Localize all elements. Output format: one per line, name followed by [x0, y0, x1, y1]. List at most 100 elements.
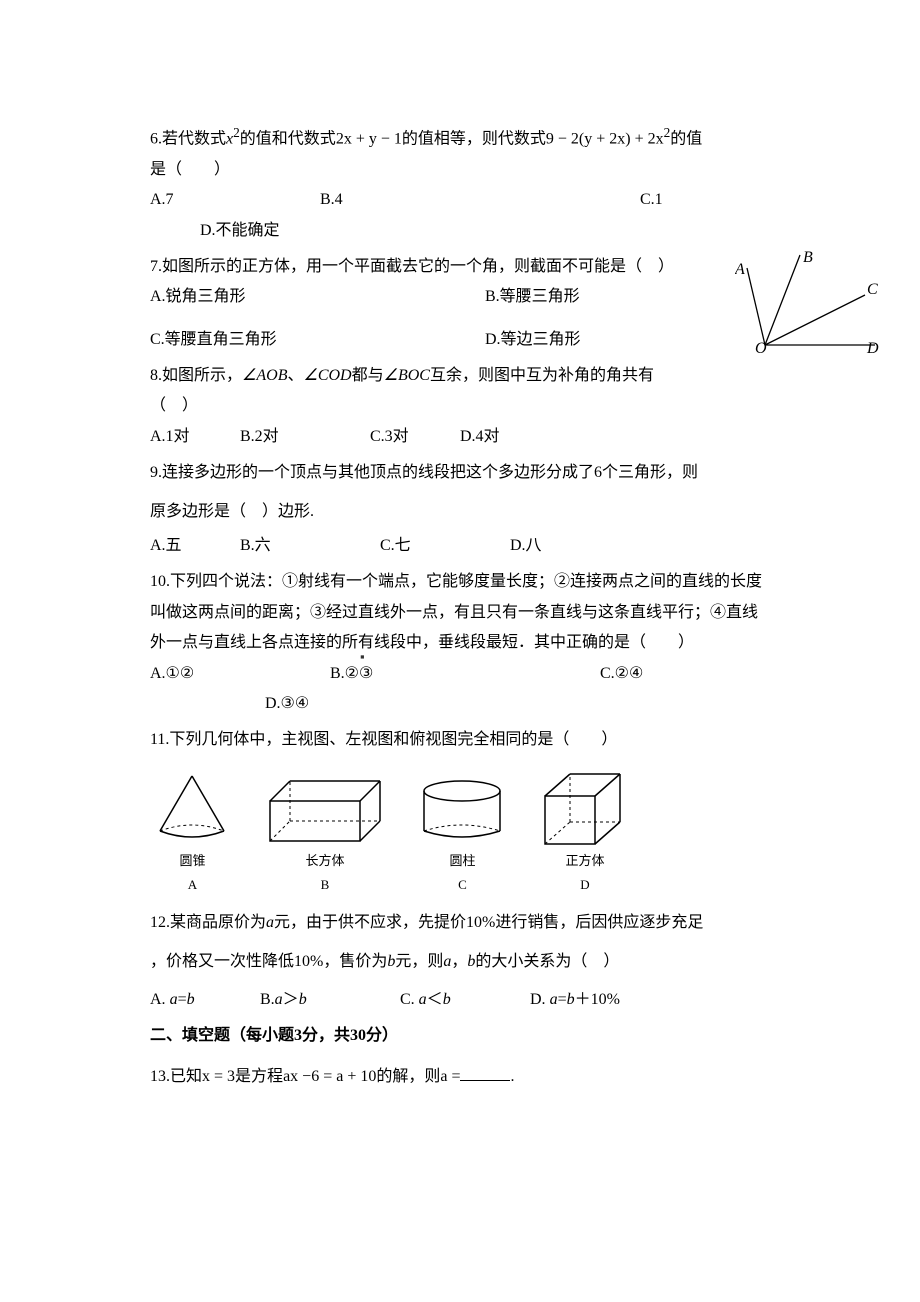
q12-text-b: 元，由于供不应求，先提价10%进行销售，后因供应逐步充足: [274, 914, 703, 931]
q6-opt-b: B.4: [320, 185, 640, 215]
q8-text-d: 互余，则图中互为补角的角共有: [430, 367, 654, 384]
q6-opt-c: C.1: [640, 185, 663, 215]
q12-line2: ，价格又一次性降低10%，售价为b元，则a，b的大小关系为（ ）: [150, 947, 770, 977]
cylinder-name: 圆柱: [415, 849, 510, 874]
section-2-title: 二、填空题（每小题3分，共30分）: [150, 1021, 770, 1051]
q13-text-c: 的解，则: [376, 1068, 440, 1085]
q10-stem: 10.下列四个说法：①射线有一个端点，它能够度量长度；②连接两点之间的直线的长度…: [150, 567, 770, 658]
angle-label-O: O: [755, 340, 767, 355]
shape-cube: 正方体 D: [540, 771, 630, 898]
q8-text-b: 、: [287, 367, 303, 384]
q10-options: A.①② B.②③ C.②④: [150, 659, 770, 689]
q7-options-row1: A.锐角三角形 B.等腰三角形: [150, 282, 770, 312]
q7-stem: 7.如图所示的正方体，用一个平面截去它的一个角，则截面不可能是（ ）: [150, 252, 770, 282]
q8-stem: 8.如图所示，∠AOB、∠COD都与∠BOC互余，则图中互为补角的角共有: [150, 361, 770, 391]
cone-label: A: [150, 873, 235, 898]
q12-options: A. a=b B.a＞b C. a＜b D. a=b＋10%: [150, 985, 770, 1015]
q6-options: A.7 B.4 C.1: [150, 185, 770, 215]
q7-options-row2: C.等腰直角三角形 D.等边三角形: [150, 325, 770, 355]
center-marker: ▪: [360, 645, 365, 670]
q12-text-a: 12.某商品原价为: [150, 914, 266, 931]
q6-text-d: 的值: [670, 130, 702, 147]
q6-text-a: 6.若代数式: [150, 130, 226, 147]
question-13: 13.已知x = 3是方程ax −6 = a + 10的解，则a =.: [150, 1062, 770, 1092]
q8-opt-d: D.4对: [460, 422, 550, 452]
q8-text-e: （ ）: [150, 391, 770, 421]
cuboid-label: B: [265, 873, 385, 898]
cylinder-label: C: [415, 873, 510, 898]
q12-line1: 12.某商品原价为a元，由于供不应求，先提价10%进行销售，后因供应逐步充足: [150, 908, 770, 938]
q7-opt-a: A.锐角三角形: [150, 282, 485, 312]
q8-opt-a: A.1对: [150, 422, 240, 452]
angle-label-C: C: [867, 281, 878, 298]
q13-expr2: ax −6 = a + 10: [283, 1068, 376, 1085]
q8-opt-b: B.2对: [240, 422, 370, 452]
q7-opt-b: B.等腰三角形: [485, 282, 580, 312]
q6-text-e: 是（ ）: [150, 155, 770, 185]
question-7: 7.如图所示的正方体，用一个平面截去它的一个角，则截面不可能是（ ） A.锐角三…: [150, 252, 770, 355]
cube-name: 正方体: [540, 849, 630, 874]
q7-opt-c: C.等腰直角三角形: [150, 325, 485, 355]
question-6: 6.若代数式x2的值和代数式2x + y − 1的值相等，则代数式9 − 2(y…: [150, 120, 770, 246]
q13-text-b: 是方程: [235, 1068, 283, 1085]
question-11: 11.下列几何体中，主视图、左视图和俯视图完全相同的是（ ） 圆锥 A: [150, 725, 770, 898]
question-9: 9.连接多边形的一个顶点与其他顶点的线段把这个多边形分成了6个三角形，则 原多边…: [150, 458, 770, 561]
q8-options: A.1对 B.2对 C.3对 D.4对: [150, 422, 770, 452]
angle-label-D: D: [866, 340, 879, 355]
q8-opt-c: C.3对: [370, 422, 460, 452]
q10-opt-d: D.③④: [265, 689, 770, 719]
cube-icon: [540, 771, 630, 846]
q12-text-e: ，: [451, 953, 467, 970]
q6-expr3: 9 − 2(y + 2x) + 2x: [546, 130, 664, 147]
q10-opt-a: A.①②: [150, 659, 330, 689]
question-10: 10.下列四个说法：①射线有一个端点，它能够度量长度；②连接两点之间的直线的长度…: [150, 567, 770, 719]
angle-figure: A B C D O: [735, 250, 880, 355]
q10-opt-c: C.②④: [600, 659, 643, 689]
shape-cylinder: 圆柱 C: [415, 776, 510, 898]
q8-text-a: 8.如图所示，: [150, 367, 242, 384]
angle-label-B: B: [803, 250, 813, 266]
cone-name: 圆锥: [150, 849, 235, 874]
q12-opt-d: D. a=b＋10%: [530, 985, 620, 1015]
q8-ang1: ∠AOB: [242, 367, 287, 384]
cuboid-icon: [265, 776, 385, 846]
q11-shapes: 圆锥 A 长方体 B: [150, 771, 770, 898]
q6-text-b: 的值和代数式: [240, 130, 336, 147]
question-8: 8.如图所示，∠AOB、∠COD都与∠BOC互余，则图中互为补角的角共有 （ ）…: [150, 361, 770, 452]
q9-opt-b: B.六: [240, 531, 380, 561]
cone-icon: [150, 771, 235, 846]
shape-cuboid: 长方体 B: [265, 776, 385, 898]
shape-cone: 圆锥 A: [150, 771, 235, 898]
q9-text-a: 9.连接多边形的一个顶点与其他顶点的线段把这个多边形分成了6个三角形，则: [150, 458, 770, 488]
q12-var-a1: a: [266, 914, 274, 931]
q6-opt-a: A.7: [150, 185, 320, 215]
cube-label: D: [540, 873, 630, 898]
q13-blank: [460, 1063, 510, 1081]
q6-opt-d: D.不能确定: [200, 216, 770, 246]
q9-opt-a: A.五: [150, 531, 240, 561]
q6-sup1: 2: [233, 125, 240, 140]
q7-opt-d: D.等边三角形: [485, 325, 581, 355]
q13-text-d: .: [510, 1068, 514, 1085]
q13-text-a: 13.已知: [150, 1068, 202, 1085]
q11-stem: 11.下列几何体中，主视图、左视图和俯视图完全相同的是（ ）: [150, 725, 770, 755]
q9-options: A.五 B.六 C.七 D.八: [150, 531, 770, 561]
q9-opt-c: C.七: [380, 531, 510, 561]
q12-text-d: 元，则: [395, 953, 443, 970]
q12-text-f: 的大小关系为（ ）: [475, 953, 619, 970]
q8-ang2: ∠COD: [303, 367, 351, 384]
q13-expr3: a =: [440, 1068, 460, 1085]
q12-opt-c: C. a＜b: [400, 985, 530, 1015]
q10-opt-b: B.②③: [330, 659, 600, 689]
q12-text-c: ，价格又一次性降低10%，售价为: [150, 953, 387, 970]
q12-opt-b: B.a＞b: [260, 985, 400, 1015]
q9-opt-d: D.八: [510, 531, 600, 561]
q6-text-c: 的值相等，则代数式: [402, 130, 546, 147]
q8-text-c: 都与: [352, 367, 384, 384]
angle-label-A: A: [735, 261, 745, 278]
cylinder-icon: [415, 776, 510, 846]
cuboid-name: 长方体: [265, 849, 385, 874]
q13-expr1: x = 3: [202, 1068, 235, 1085]
q9-text-b: 原多边形是（ ）边形.: [150, 497, 770, 527]
question-12: 12.某商品原价为a元，由于供不应求，先提价10%进行销售，后因供应逐步充足 ，…: [150, 908, 770, 1015]
